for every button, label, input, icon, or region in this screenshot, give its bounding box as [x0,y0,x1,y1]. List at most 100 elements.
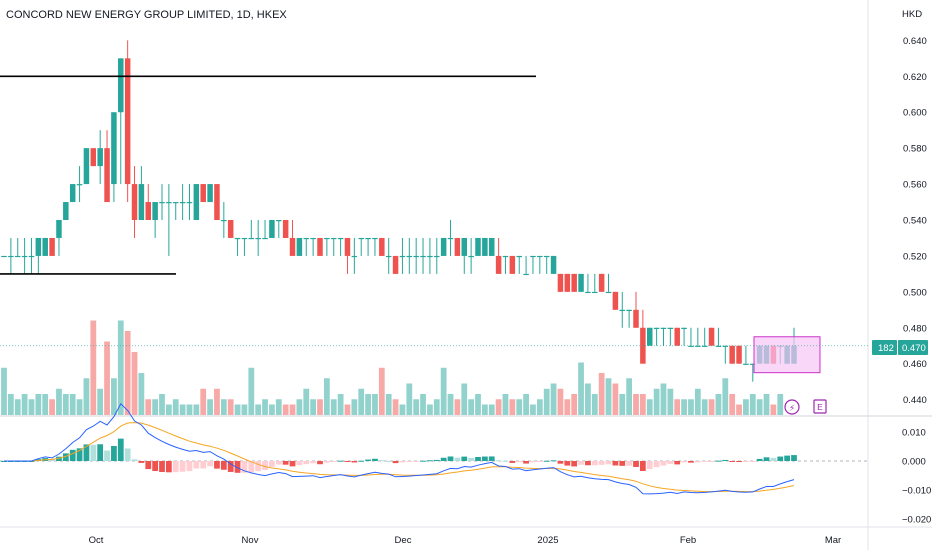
candle-body [750,363,756,365]
candle-body [227,220,234,238]
volume-bar [722,378,729,415]
macd-hist-bar [660,461,667,466]
volume-bar [777,394,784,415]
volume-bar [639,394,646,415]
candle-body [722,345,729,347]
price-tick-label: 0.560 [903,180,927,191]
candle-body [193,184,200,220]
candlesticks [1,40,797,382]
volume-bar [605,378,612,415]
volume-bar [111,378,117,415]
price-tick-label: 0.600 [903,108,927,119]
candle-body [111,112,117,185]
macd-hist-bar [667,461,674,464]
candle-body [255,237,261,240]
macd-hist-bar [763,457,770,461]
macd-hist-bar [62,453,69,461]
macd-hist-bar [358,460,365,462]
candle-body [49,237,55,256]
macd-hist-bar [708,461,715,462]
macd-tick-label: 0.010 [902,428,926,439]
time-tick-label: Dec [395,535,412,546]
macd-hist-bar [598,461,605,465]
macd-hist-bar [159,461,165,472]
macd-pane [1,402,797,495]
volume-bar [220,399,227,415]
macd-hist-bar [289,461,296,467]
volume-bar [681,399,687,415]
earnings-marker[interactable]: E [813,399,827,414]
macd-hist-bar [76,448,83,461]
volume-bar [76,399,83,415]
volume-bar [248,367,255,415]
candle-body [708,327,715,346]
candle-body [124,58,131,185]
candle-body [406,255,413,258]
dividend-marker[interactable]: ⚡ [784,399,800,415]
volume-bar [124,331,131,415]
macd-hist-bar [179,461,186,472]
volume-bar [165,404,172,415]
macd-hist-bar [111,445,117,461]
candle-body [83,148,90,185]
macd-hist-bar [420,460,426,462]
volume-bar [372,394,378,415]
candle-body [337,237,344,240]
macd-hist-bar [152,461,159,472]
volume-bar [694,388,701,415]
volume-bar [543,388,550,415]
volume-bar [159,394,165,415]
macd-hist-bar [633,461,639,467]
candle-body [262,237,268,240]
volume-bar [214,388,220,415]
volume-bar [358,388,365,415]
volume-bar [743,399,749,415]
macd-hist-bar [639,461,646,471]
macd-hist-bar [646,461,653,470]
macd-hist-bar [365,459,371,461]
candle-body [729,345,735,364]
signal-line [4,422,795,493]
volume-bar [653,388,660,415]
macd-tick-label: 0.000 [902,457,926,468]
time-axis: Oct Nov Dec 2025 Feb Mar [89,535,842,546]
candle-body [454,237,461,256]
macd-hist-bar [227,461,234,472]
macd-hist-bar [337,460,344,462]
macd-hist-bar [468,457,475,461]
candle-body [585,291,591,294]
candle-body [736,345,742,364]
macd-hist-bar [475,457,481,461]
macd-hist-bar [372,458,378,461]
macd-hist-bar [131,459,138,461]
macd-tick-label: −0.010 [902,486,931,497]
candle-body [681,327,687,329]
macd-hist-bar [523,461,529,464]
candle-body [667,327,674,329]
macd-hist-bar [791,455,797,461]
volume-bar [433,399,440,415]
macd-hist-bar [495,460,502,462]
macd-hist-bar [715,460,722,462]
candle-body [344,237,351,256]
volume-bar [523,394,529,415]
macd-hist-bar [578,461,584,465]
candle-body [509,255,516,274]
macd-hist-bar [220,461,227,470]
volume-bar [62,394,69,415]
candle-body [605,291,612,294]
price-axis: 0.640 0.620 0.600 0.580 0.560 0.540 0.520 0.500… [902,36,931,526]
candle-body [564,273,571,292]
candle-body [152,202,158,220]
macd-hist-bar [722,459,729,461]
volume-bar [234,404,241,415]
macd-hist-bar [516,461,523,463]
volume-bar [179,404,186,415]
volume-bar [763,394,770,415]
volume-bar [1,367,7,415]
time-tick-label: 2025 [537,535,558,546]
volume-bar [454,399,461,415]
candle-body [269,220,275,238]
macd-hist-bar [248,461,255,473]
price-tick-label: 0.480 [903,323,927,334]
